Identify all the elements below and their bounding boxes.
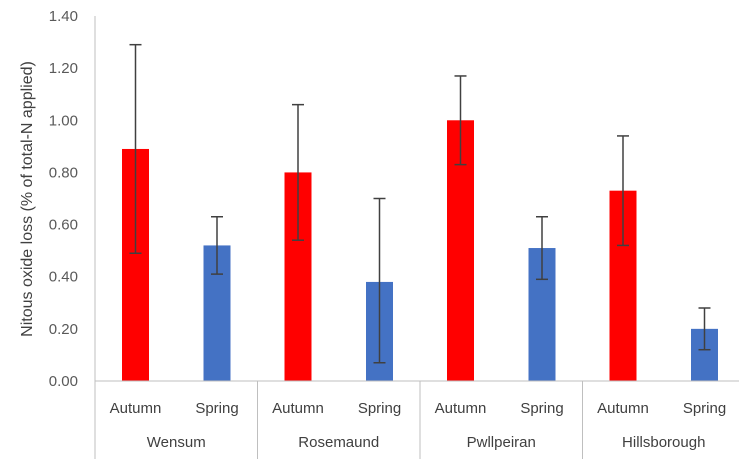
- x-category-label: Spring: [520, 400, 563, 417]
- x-group-label: Rosemaund: [298, 434, 379, 451]
- x-group-label: Pwllpeiran: [467, 434, 536, 451]
- bars: [122, 120, 718, 382]
- x-category-label: Spring: [358, 400, 401, 417]
- x-group-label: Wensum: [147, 434, 206, 451]
- y-tick-label: 1.20: [49, 60, 78, 77]
- y-tick-label: 1.40: [49, 8, 78, 25]
- y-tick-label: 0.40: [49, 269, 78, 286]
- x-category-label: Spring: [683, 400, 726, 417]
- x-group-label: Hillsborough: [622, 434, 705, 451]
- y-tick-label: 0.20: [49, 321, 78, 338]
- y-tick-label: 1.00: [49, 112, 78, 129]
- y-tick-label: 0.80: [49, 164, 78, 181]
- x-category-label: Autumn: [597, 400, 649, 417]
- y-axis-title: Nitous oxide loss (% of total-N applied): [19, 61, 36, 337]
- x-category-label: Autumn: [435, 400, 487, 417]
- error-bars: [129, 43, 711, 364]
- x-category-label: Autumn: [110, 400, 162, 417]
- x-category-label: Autumn: [272, 400, 324, 417]
- x-category-label: Spring: [195, 400, 238, 417]
- y-axis-ticks: 0.00 0.20 0.40 0.60 0.80 1.00 1.20 1.40: [49, 8, 78, 390]
- y-tick-label: 0.00: [49, 373, 78, 390]
- y-tick-label: 0.60: [49, 217, 78, 234]
- x-axis: Autumn Spring Autumn Spring Autumn Spring Autu…: [94, 16, 739, 459]
